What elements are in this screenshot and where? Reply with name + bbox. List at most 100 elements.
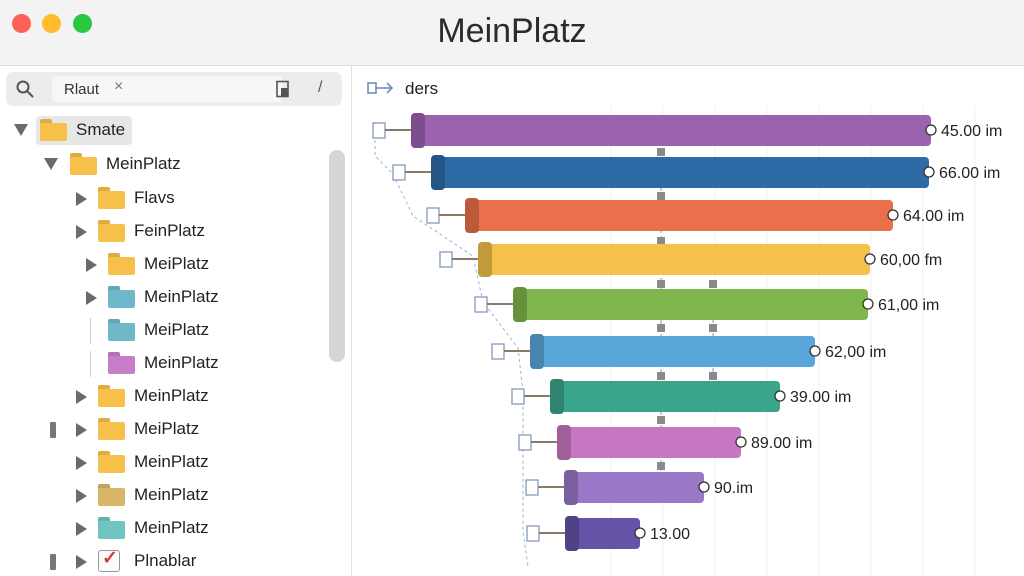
connector-node [657,237,665,245]
folder-icon [98,220,125,242]
bar [431,157,929,188]
check-mark-icon: ✓ [102,548,118,569]
tree-item[interactable]: MeiPlatz [0,250,320,280]
bar-value-label: 64.00 im [903,208,964,225]
bar-cap [478,242,492,277]
tree-item[interactable]: FeinPlatz [0,217,320,247]
tree-item[interactable]: MeinPlatz [0,448,320,478]
folder-icon [108,286,135,308]
tree-item[interactable]: MeinPlatz [0,481,320,511]
chevron-right-icon[interactable] [76,423,87,437]
tree-item[interactable]: Smate [0,116,320,146]
bar-value-label: 90.im [714,480,753,497]
folder-icon [98,451,125,473]
node-doc-icon [518,434,532,451]
bar-end-marker [923,166,935,178]
folder-icon [108,319,135,341]
bar-value-label: 61,00 im [878,297,939,314]
bar-value-label: 62,00 im [825,344,886,361]
bar-cap [550,379,564,414]
folder-icon [98,385,125,407]
drag-handle[interactable] [50,422,56,438]
minimize-window-button[interactable] [42,14,61,33]
chevron-right-icon[interactable] [76,456,87,470]
node-doc-icon [372,122,386,139]
tree-item[interactable]: MeinPlatz [0,150,320,180]
bar-value-label: 45.00 im [941,123,1002,140]
search-token-label: Rlaut [64,81,100,98]
tree-item[interactable]: MeiPlatz [0,316,320,346]
link-arrow-icon[interactable] [367,80,395,96]
bar-value-label: 60,00 fm [880,252,942,269]
tree-item-label: MeinPlatz [134,452,209,471]
tree-item-label: MeinPlatz [134,518,209,537]
chevron-right-icon[interactable] [76,489,87,503]
connector-node [657,280,665,288]
bar-cap [431,155,445,190]
bar [411,115,931,146]
chevron-right-icon[interactable] [76,192,87,206]
chevron-right-icon[interactable] [76,225,87,239]
bar-value-label: 13.00 [650,526,690,543]
tree-guide-line [90,351,91,377]
tree-item[interactable]: Flavs [0,184,320,214]
tree-guide-line [90,318,91,344]
chevron-right-icon[interactable] [86,258,97,272]
node-doc-icon [474,296,488,313]
node-doc-icon [491,343,505,360]
tree-item[interactable]: MeinPlatz [0,382,320,412]
search-bar[interactable]: Rlaut × / [6,72,342,106]
bar-value-label: 39.00 im [790,389,851,406]
chevron-right-icon[interactable] [76,555,87,569]
tree-item-label: MeiPlatz [144,254,210,273]
window-title: MeinPlatz [437,12,587,50]
clear-icon[interactable]: × [114,78,124,95]
tree-item[interactable]: MeinPlatz [0,349,320,379]
document-icon[interactable] [274,80,292,98]
search-icon[interactable] [16,80,34,98]
connector-node [657,416,665,424]
connector-node [657,192,665,200]
search-token[interactable]: Rlaut × [52,76,282,102]
chevron-down-icon[interactable] [14,124,28,136]
tree-item-label: Smate [76,120,126,139]
bar [564,472,704,503]
chevron-right-icon[interactable] [76,390,87,404]
tree-item[interactable]: MeiPlatz [0,415,320,445]
folder-icon [98,418,125,440]
chevron-right-icon[interactable] [86,291,97,305]
folder-icon [98,517,125,539]
bar-end-marker [809,345,821,357]
tree-item-label: MeiPlatz [144,320,210,339]
chevron-down-icon[interactable] [44,158,58,170]
bar-cap [513,287,527,322]
tree-item[interactable]: ✓ Plnablar [0,547,320,576]
folder-icon [98,484,125,506]
slash-icon[interactable]: / [318,79,323,96]
close-window-button[interactable] [12,14,31,33]
bar [513,289,868,320]
tree-item[interactable]: MeinPlatz [0,514,320,544]
drag-handle[interactable] [50,554,56,570]
chevron-right-icon[interactable] [76,522,87,536]
folder-icon [98,187,125,209]
chart-header-label: ders [405,79,439,98]
tree-item-label: FeinPlatz [134,221,205,240]
node-doc-icon [426,207,440,224]
bar-value-label: 66.00 im [939,165,1000,182]
folder-icon [70,153,97,175]
tree-item-label: MeinPlatz [144,287,219,306]
bar-cap [565,516,579,551]
connector-node [657,462,665,470]
tree-item-label: MeinPlatz [134,386,209,405]
tree-item-label: MeiPlatz [134,419,200,438]
bar-end-marker [864,253,876,265]
tree-item-label: MeinPlatz [144,353,219,372]
node-doc-icon [439,251,453,268]
bar-cap [530,334,544,369]
connector-node [709,372,717,380]
tree-item-label: Plnablar [134,551,197,570]
tree-item[interactable]: MeinPlatz [0,283,320,313]
sidebar-scrollbar[interactable] [329,150,345,362]
maximize-window-button[interactable] [73,14,92,33]
